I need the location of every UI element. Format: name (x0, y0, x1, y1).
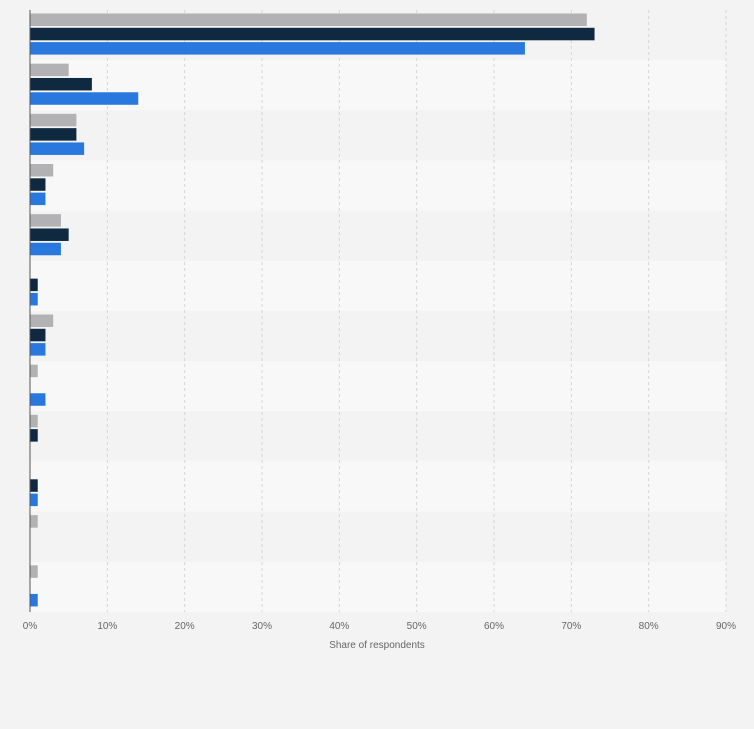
row-bands (30, 10, 726, 612)
bar (30, 142, 85, 155)
bar (30, 214, 61, 227)
row-band (30, 160, 726, 211)
gridlines (106, 10, 727, 612)
bar (30, 364, 38, 378)
row-band (30, 411, 726, 462)
bar (30, 77, 92, 91)
x-axis-title: Share of respondents (329, 640, 425, 651)
bar (30, 42, 525, 55)
bar (30, 314, 54, 327)
bar (30, 414, 38, 428)
bar (30, 92, 139, 105)
x-tick-label: 80% (639, 621, 659, 632)
x-tick-label: 90% (716, 621, 736, 632)
bar (30, 278, 38, 292)
bar (30, 63, 69, 77)
x-tick-label: 10% (97, 621, 117, 632)
x-tick-label: 30% (252, 621, 272, 632)
row-band (30, 561, 726, 612)
bar (30, 13, 587, 26)
bar (30, 343, 46, 356)
bar (30, 228, 69, 241)
bar (30, 429, 38, 442)
x-tick-label: 40% (329, 621, 349, 632)
bar (30, 479, 38, 492)
bar (30, 242, 61, 256)
row-band (30, 361, 726, 412)
bar (30, 493, 38, 507)
bar (30, 128, 77, 141)
row-band (30, 110, 726, 161)
bar (30, 515, 38, 528)
x-tick-label: 50% (407, 621, 427, 632)
x-tick-labels: 0% 10% 20% 30% 40% 50% 60% 70% 80% 90% (23, 621, 736, 632)
bars (30, 13, 595, 607)
bar (30, 178, 46, 191)
bar (30, 192, 46, 206)
row-band (30, 260, 726, 311)
x-tick-label: 70% (561, 621, 581, 632)
bar (30, 27, 595, 41)
row-band (30, 511, 726, 562)
row-band (30, 60, 726, 111)
bar (30, 593, 38, 607)
x-tick-label: 0% (23, 621, 38, 632)
bar (30, 565, 38, 578)
bar (30, 292, 38, 306)
row-band (30, 210, 726, 261)
bar (30, 164, 54, 177)
x-tick-label: 20% (175, 621, 195, 632)
x-tick-label: 60% (484, 621, 504, 632)
bar (30, 393, 46, 406)
row-band (30, 311, 726, 362)
row-band (30, 461, 726, 512)
bar (30, 328, 46, 342)
bar (30, 113, 77, 127)
